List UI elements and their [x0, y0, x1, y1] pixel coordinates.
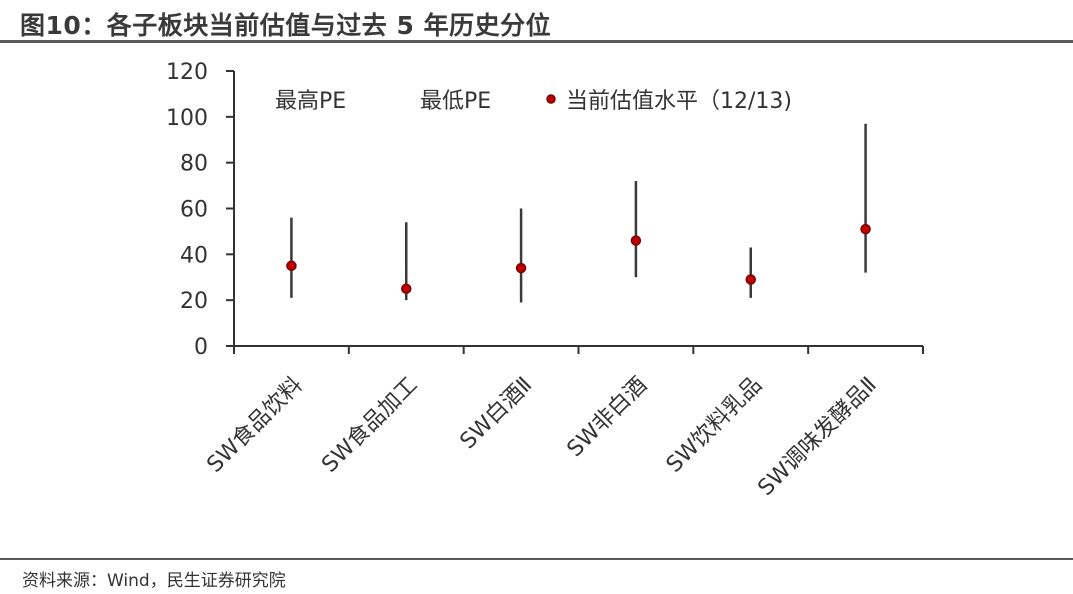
- x-category-label: SW饮料乳品: [662, 373, 767, 478]
- legend-current-value: 当前估值水平（12/13): [566, 89, 792, 114]
- current-pe-marker: [860, 223, 871, 235]
- current-pe-marker: [745, 274, 756, 285]
- y-tick-label: 60: [180, 198, 208, 223]
- y-tick-label: 20: [180, 289, 208, 314]
- y-tick-label: 80: [180, 152, 208, 177]
- y-axis-ticks: 0 20 40 60 80 100 120: [166, 60, 234, 360]
- current-pe-marker: [515, 262, 527, 274]
- chart-legend: 最高PE 最低PE 当前估值水平（12/13): [275, 89, 792, 114]
- legend-current-marker: [546, 94, 556, 104]
- y-tick-label: 120: [166, 60, 208, 85]
- y-tick-label: 100: [166, 106, 208, 131]
- x-category-label: SW食品加工: [317, 373, 422, 478]
- legend-min-pe: 最低PE: [420, 89, 491, 114]
- current-pe-marker: [630, 235, 642, 246]
- source-note: 资料来源：Wind，民生证券研究院: [22, 571, 286, 591]
- bottom-divider: [0, 558, 1073, 560]
- top-divider: [0, 40, 1073, 43]
- x-category-label: SW食品饮料: [202, 373, 307, 478]
- y-tick-label: 40: [180, 243, 208, 268]
- x-category-label: SW非白酒: [563, 373, 653, 463]
- figure-title: 图10：各子板块当前估值与过去 5 年历史分位: [20, 11, 552, 40]
- legend-max-pe: 最高PE: [275, 89, 346, 114]
- x-category-label: SW白酒Ⅱ: [456, 373, 538, 455]
- current-pe-marker: [286, 260, 297, 272]
- current-pe-marker: [401, 283, 412, 294]
- x-category-label: SW调味发酵品Ⅱ: [753, 373, 881, 501]
- y-tick-label: 0: [194, 335, 208, 360]
- chart-marks: [286, 123, 871, 303]
